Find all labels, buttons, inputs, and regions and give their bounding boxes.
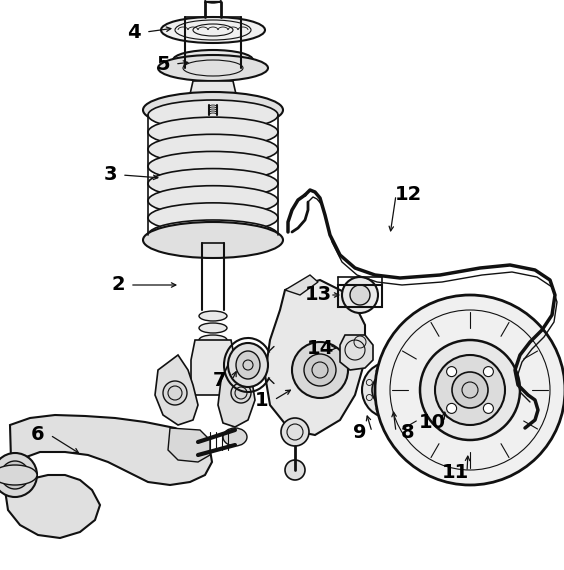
Polygon shape xyxy=(218,360,255,427)
Ellipse shape xyxy=(199,323,227,333)
Ellipse shape xyxy=(148,169,278,198)
Circle shape xyxy=(0,453,37,497)
Circle shape xyxy=(1,461,29,489)
Ellipse shape xyxy=(148,100,278,130)
Ellipse shape xyxy=(0,465,37,485)
Polygon shape xyxy=(265,280,365,435)
Ellipse shape xyxy=(158,55,268,81)
Polygon shape xyxy=(340,335,373,370)
Circle shape xyxy=(163,381,187,405)
Circle shape xyxy=(435,355,505,425)
Ellipse shape xyxy=(148,220,278,250)
Text: 13: 13 xyxy=(305,286,332,304)
Polygon shape xyxy=(5,415,212,538)
Text: 10: 10 xyxy=(418,413,446,431)
Polygon shape xyxy=(191,340,235,395)
Ellipse shape xyxy=(161,17,265,43)
Text: 5: 5 xyxy=(156,55,170,74)
Circle shape xyxy=(231,383,251,403)
Polygon shape xyxy=(155,355,198,425)
Circle shape xyxy=(285,460,305,480)
Text: 12: 12 xyxy=(394,185,422,205)
Ellipse shape xyxy=(148,186,278,215)
Circle shape xyxy=(447,404,457,413)
Ellipse shape xyxy=(236,351,260,379)
Text: 1: 1 xyxy=(255,390,269,409)
Ellipse shape xyxy=(148,135,278,164)
Circle shape xyxy=(281,418,309,446)
Ellipse shape xyxy=(173,50,253,70)
Ellipse shape xyxy=(205,0,221,3)
Text: 11: 11 xyxy=(442,462,469,482)
Polygon shape xyxy=(188,81,238,103)
Ellipse shape xyxy=(362,362,418,418)
Ellipse shape xyxy=(148,152,278,181)
Ellipse shape xyxy=(199,335,227,345)
Polygon shape xyxy=(285,275,318,295)
Circle shape xyxy=(420,340,520,440)
Ellipse shape xyxy=(143,92,283,128)
Text: 3: 3 xyxy=(103,165,117,185)
Ellipse shape xyxy=(199,311,227,321)
Ellipse shape xyxy=(228,343,268,387)
Ellipse shape xyxy=(350,285,370,305)
Ellipse shape xyxy=(342,277,378,313)
Text: 8: 8 xyxy=(401,422,415,442)
Circle shape xyxy=(452,372,488,408)
Circle shape xyxy=(375,295,564,485)
Circle shape xyxy=(447,367,457,377)
Ellipse shape xyxy=(148,203,278,233)
Ellipse shape xyxy=(143,222,283,258)
Text: 9: 9 xyxy=(353,422,367,442)
Text: 6: 6 xyxy=(31,425,45,445)
Circle shape xyxy=(483,404,494,413)
Circle shape xyxy=(483,367,494,377)
Text: 7: 7 xyxy=(213,370,227,389)
Text: 2: 2 xyxy=(111,275,125,295)
Ellipse shape xyxy=(223,428,247,446)
Circle shape xyxy=(304,354,336,386)
Text: 4: 4 xyxy=(127,22,141,42)
Polygon shape xyxy=(168,428,210,462)
Ellipse shape xyxy=(372,372,408,408)
Text: 14: 14 xyxy=(306,339,334,357)
Circle shape xyxy=(292,342,348,398)
Ellipse shape xyxy=(148,117,278,147)
